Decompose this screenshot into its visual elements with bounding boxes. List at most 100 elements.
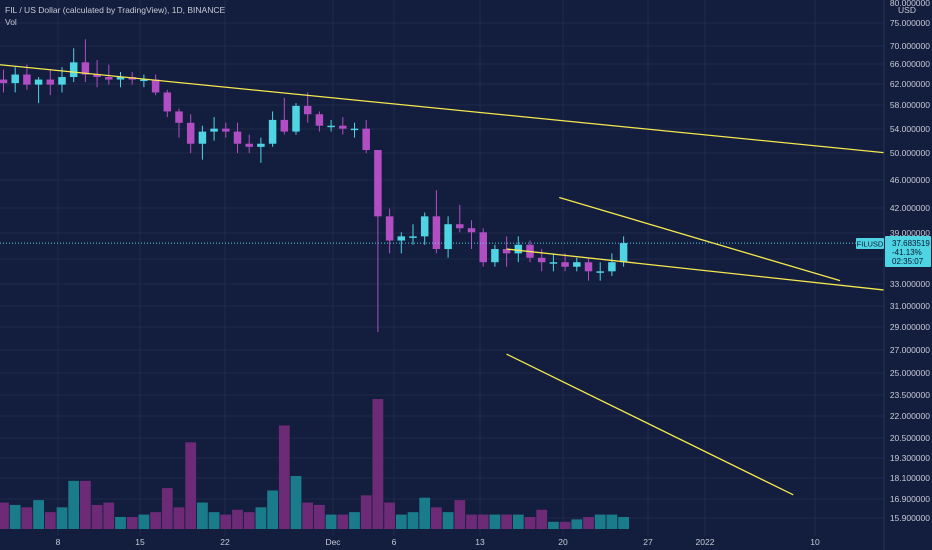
candle-body[interactable] (362, 128, 370, 150)
volume-bar (360, 495, 372, 529)
candles[interactable] (0, 39, 628, 333)
candle-body[interactable] (327, 125, 335, 128)
upper-trendline[interactable] (0, 64, 932, 183)
candle-body[interactable] (268, 119, 277, 144)
candle-body[interactable] (315, 114, 324, 126)
candle-body[interactable] (23, 74, 31, 85)
y-tick-label: 27.000000 (890, 345, 930, 355)
candle-body[interactable] (420, 216, 429, 237)
candle-body[interactable] (46, 79, 55, 85)
candle-body[interactable] (467, 228, 476, 233)
candle-body[interactable] (549, 262, 558, 264)
candle-body[interactable] (151, 79, 160, 93)
candle-body[interactable] (432, 216, 441, 250)
candle-body[interactable] (34, 79, 43, 85)
y-tick-label: 23.500000 (890, 390, 930, 400)
candle-body[interactable] (514, 244, 523, 254)
candle-body[interactable] (385, 216, 394, 241)
candle-body[interactable] (93, 74, 101, 78)
candle-body[interactable] (198, 131, 207, 144)
candle-body[interactable] (245, 143, 253, 147)
last-price-value: 37.683519 (892, 239, 930, 248)
volume-bar (220, 514, 232, 529)
y-tick-label: 18.100000 (890, 473, 930, 483)
volume-bar (325, 514, 337, 529)
volume-bar (255, 507, 267, 529)
candle-body[interactable] (491, 249, 499, 263)
candle-body[interactable] (175, 111, 183, 123)
candle-body[interactable] (257, 143, 265, 147)
volume-bar (290, 476, 302, 529)
time-axis[interactable]: 8 15 22 Dec 6 13 20 27 2022 10 (56, 537, 820, 547)
volume-bar (126, 516, 138, 529)
y-tick-label: 25.000000 (890, 368, 930, 378)
volume-bar (0, 502, 9, 529)
candle-body[interactable] (303, 105, 312, 115)
candle-body[interactable] (444, 224, 452, 250)
volume-bar (243, 512, 255, 529)
candle-body[interactable] (619, 243, 628, 263)
candle-body[interactable] (409, 236, 417, 238)
candle-body[interactable] (596, 271, 604, 273)
candle-body[interactable] (502, 249, 511, 254)
y-tick-label: 50.000000 (890, 148, 930, 158)
x-tick-label: 6 (392, 537, 397, 547)
volume-bar (407, 512, 419, 529)
candle-body[interactable] (233, 131, 242, 144)
wedge-lower-line[interactable] (506, 248, 887, 291)
y-tick-label: 46.000000 (890, 175, 930, 185)
y-tick-label: 20.500000 (890, 433, 930, 443)
volume-bar (232, 509, 243, 529)
candle-body[interactable] (69, 62, 78, 78)
candle-body[interactable] (105, 77, 113, 80)
candle-body[interactable] (350, 128, 359, 131)
candle-body[interactable] (339, 125, 347, 129)
candle-body[interactable] (222, 128, 230, 132)
candle-body[interactable] (140, 79, 148, 82)
candle-body[interactable] (537, 257, 546, 263)
volume-bar (278, 425, 290, 529)
candle-body[interactable] (479, 232, 487, 263)
volume-bar (594, 514, 606, 529)
candle-body[interactable] (81, 62, 90, 75)
lower-trendline[interactable] (506, 353, 794, 496)
symbol-label-text: FILUSD (857, 240, 884, 249)
candle-body[interactable] (561, 262, 569, 267)
volume-bar (138, 514, 150, 529)
y-tick-label: 58.000000 (890, 100, 930, 110)
candle-body[interactable] (280, 119, 289, 132)
volume-bar (185, 442, 197, 529)
candle-body[interactable] (0, 79, 8, 84)
chart-title: FIL / US Dollar (calculated by TradingVi… (5, 5, 225, 15)
y-tick-label: 33.000000 (890, 279, 930, 289)
trendlines[interactable] (0, 64, 932, 496)
wedge-upper-line[interactable] (559, 196, 841, 282)
candle-body[interactable] (11, 74, 19, 84)
candle-body[interactable] (186, 122, 195, 144)
volume-bar (419, 497, 431, 529)
volume-bar (395, 514, 407, 529)
volume-bar (559, 521, 571, 529)
candle-body[interactable] (456, 224, 464, 229)
candle-body[interactable] (584, 262, 593, 272)
candle-body[interactable] (210, 128, 218, 132)
volume-bar (267, 490, 278, 529)
volume-bar (173, 507, 185, 529)
volume-bar (161, 488, 173, 529)
price-axis-background[interactable] (884, 0, 932, 550)
volume-bar (548, 521, 559, 529)
candle-body[interactable] (58, 77, 66, 85)
candle-body[interactable] (573, 262, 581, 267)
candle-body[interactable] (397, 236, 406, 241)
last-price-countdown: 02:35:07 (892, 257, 924, 266)
candle-body[interactable] (374, 149, 382, 217)
candle-body[interactable] (292, 105, 300, 132)
candle-body[interactable] (608, 262, 616, 272)
candle-body[interactable] (163, 92, 172, 112)
y-tick-label: 19.300000 (890, 453, 930, 463)
x-tick-label: 20 (558, 537, 568, 547)
candle-body[interactable] (116, 77, 125, 80)
volume-bar (349, 512, 360, 529)
y-tick-label: 54.000000 (890, 124, 930, 134)
